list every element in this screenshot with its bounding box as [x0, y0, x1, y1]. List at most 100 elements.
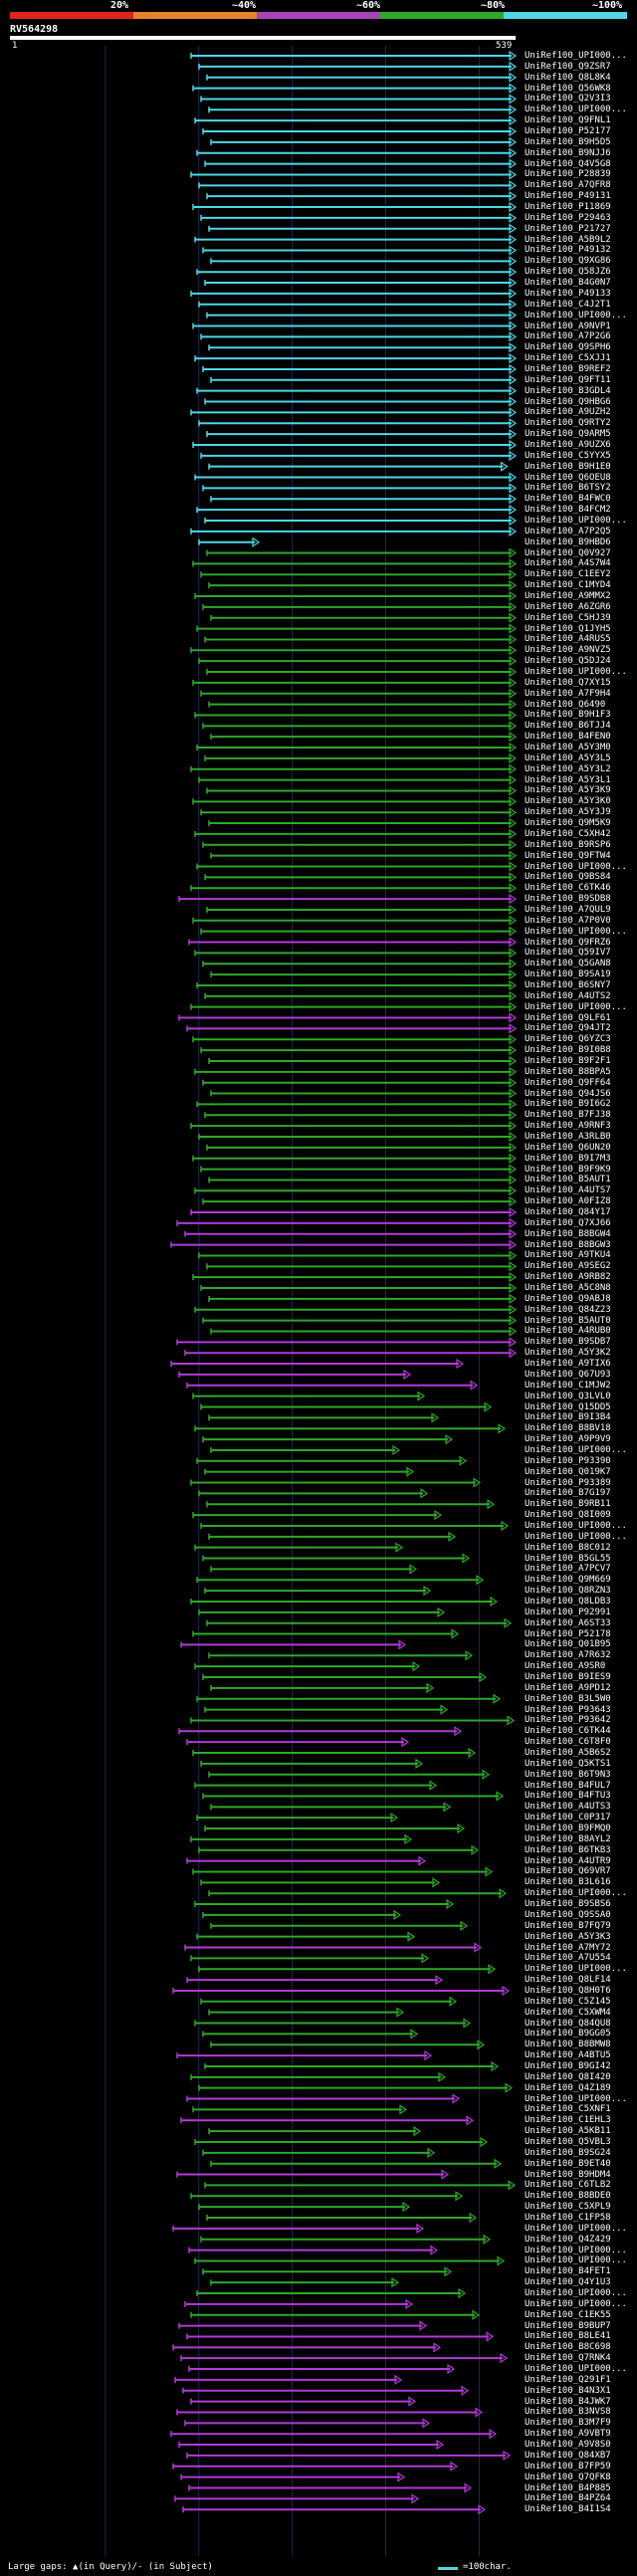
- hit-label[interactable]: UniRef100_A4UTR9: [525, 1855, 611, 1866]
- hit-label[interactable]: UniRef100_A5Y3M0: [525, 743, 611, 753]
- hit-label[interactable]: UniRef100_B9H1F3: [525, 710, 611, 721]
- hit-label[interactable]: UniRef100_A7QFR8: [525, 180, 611, 191]
- hit-label[interactable]: UniRef100_A5B9L2: [525, 234, 611, 245]
- hit-label[interactable]: UniRef100_Q7XY15: [525, 677, 611, 688]
- hit-label[interactable]: UniRef100_Q9M669: [525, 1575, 611, 1586]
- hit-label[interactable]: UniRef100_B9H1E0: [525, 461, 611, 472]
- hit-label[interactable]: UniRef100_UPI000...: [525, 667, 627, 678]
- hit-label[interactable]: UniRef100_A7F9H4: [525, 688, 611, 699]
- hit-label[interactable]: UniRef100_Q7XJ66: [525, 1217, 611, 1228]
- hit-label[interactable]: UniRef100_B6TJJ4: [525, 721, 611, 732]
- hit-label[interactable]: UniRef100_Q59IV7: [525, 948, 611, 959]
- hit-label[interactable]: UniRef100_C1EHL3: [525, 2115, 611, 2126]
- hit-label[interactable]: UniRef100_B3L5W0: [525, 1693, 611, 1704]
- hit-label[interactable]: UniRef100_B9GG05: [525, 2029, 611, 2039]
- hit-label[interactable]: UniRef100_Q84Z23: [525, 1304, 611, 1315]
- hit-label[interactable]: UniRef100_B5GL55: [525, 1553, 611, 1564]
- hit-label[interactable]: UniRef100_B9F9K9: [525, 1164, 611, 1175]
- hit-label[interactable]: UniRef100_UPI000...: [525, 1520, 627, 1531]
- hit-label[interactable]: UniRef100_Q0V927: [525, 547, 611, 558]
- hit-label[interactable]: UniRef100_Q9ARM5: [525, 429, 611, 440]
- hit-label[interactable]: UniRef100_UPI000...: [525, 515, 627, 526]
- hit-label[interactable]: UniRef100_Q2V3I3: [525, 94, 611, 105]
- hit-label[interactable]: UniRef100_A5Y3K0: [525, 796, 611, 807]
- hit-label[interactable]: UniRef100_UPI000...: [525, 51, 627, 61]
- hit-label[interactable]: UniRef100_B7FJ38: [525, 1110, 611, 1121]
- hit-label[interactable]: UniRef100_A7P0V0: [525, 915, 611, 926]
- hit-label[interactable]: UniRef100_Q01B95: [525, 1639, 611, 1650]
- hit-label[interactable]: UniRef100_Q8RZN3: [525, 1586, 611, 1597]
- hit-label[interactable]: UniRef100_A9V8S0: [525, 2440, 611, 2451]
- hit-label[interactable]: UniRef100_B8BGW4: [525, 1228, 611, 1239]
- hit-label[interactable]: UniRef100_B6TSY2: [525, 483, 611, 494]
- hit-label[interactable]: UniRef100_B4JWK7: [525, 2396, 611, 2407]
- hit-label[interactable]: UniRef100_B3GDL4: [525, 385, 611, 396]
- hit-label[interactable]: UniRef100_A6ST33: [525, 1617, 611, 1628]
- hit-label[interactable]: UniRef100_A4UTS7: [525, 1185, 611, 1196]
- hit-label[interactable]: UniRef100_A4UTS2: [525, 990, 611, 1001]
- hit-label[interactable]: UniRef100_P52177: [525, 126, 611, 137]
- hit-label[interactable]: UniRef100_Q6490: [525, 699, 606, 710]
- hit-label[interactable]: UniRef100_Q8H0T6: [525, 1985, 611, 1996]
- hit-label[interactable]: UniRef100_A5Y3L1: [525, 774, 611, 785]
- hit-label[interactable]: UniRef100_Q9FRZ6: [525, 937, 611, 948]
- hit-label[interactable]: UniRef100_UPI000...: [525, 926, 627, 937]
- hit-label[interactable]: UniRef100_Q8I420: [525, 2071, 611, 2082]
- hit-label[interactable]: UniRef100_Q9ZSR7: [525, 61, 611, 72]
- hit-label[interactable]: UniRef100_Q7QFK8: [525, 2471, 611, 2482]
- hit-label[interactable]: UniRef100_B4G0N7: [525, 278, 611, 289]
- hit-label[interactable]: UniRef100_Q6YZC3: [525, 1034, 611, 1045]
- hit-label[interactable]: UniRef100_A7P2G6: [525, 331, 611, 342]
- hit-label[interactable]: UniRef100_B3NVS8: [525, 2407, 611, 2418]
- hit-label[interactable]: UniRef100_B9BUP7: [525, 2320, 611, 2331]
- hit-label[interactable]: UniRef100_Q9ABJ8: [525, 1293, 611, 1304]
- hit-label[interactable]: UniRef100_Q84XB7: [525, 2450, 611, 2461]
- hit-label[interactable]: UniRef100_A7P2Q5: [525, 526, 611, 537]
- hit-label[interactable]: UniRef100_P49132: [525, 245, 611, 256]
- hit-label[interactable]: UniRef100_Q67U93: [525, 1369, 611, 1380]
- hit-label[interactable]: UniRef100_Q6UN20: [525, 1142, 611, 1153]
- hit-label[interactable]: UniRef100_A9P9V9: [525, 1434, 611, 1445]
- hit-label[interactable]: UniRef100_Q84QU8: [525, 2018, 611, 2029]
- hit-label[interactable]: UniRef100_A0FIZ8: [525, 1196, 611, 1207]
- hit-label[interactable]: UniRef100_B4FEN0: [525, 732, 611, 743]
- hit-label[interactable]: UniRef100_Q9BS84: [525, 872, 611, 883]
- hit-label[interactable]: UniRef100_Q58JZ6: [525, 267, 611, 278]
- hit-label[interactable]: UniRef100_Q84Y17: [525, 1207, 611, 1218]
- hit-label[interactable]: UniRef100_B8BDE0: [525, 2191, 611, 2202]
- hit-label[interactable]: UniRef100_P92991: [525, 1607, 611, 1617]
- hit-label[interactable]: UniRef100_Q94JT2: [525, 1023, 611, 1034]
- hit-label[interactable]: UniRef100_UPI000...: [525, 1531, 627, 1542]
- hit-label[interactable]: UniRef100_A4RUS5: [525, 634, 611, 645]
- hit-label[interactable]: UniRef100_UPI000...: [525, 2288, 627, 2299]
- hit-label[interactable]: UniRef100_Q4Z429: [525, 2234, 611, 2245]
- hit-label[interactable]: UniRef100_B3L616: [525, 1877, 611, 1888]
- hit-label[interactable]: UniRef100_B8AYL2: [525, 1833, 611, 1844]
- hit-label[interactable]: UniRef100_B6SNY7: [525, 979, 611, 990]
- hit-label[interactable]: UniRef100_B5AUT0: [525, 1315, 611, 1326]
- hit-label[interactable]: UniRef100_C5XWM4: [525, 2007, 611, 2018]
- hit-label[interactable]: UniRef100_C1EK55: [525, 2309, 611, 2320]
- hit-label[interactable]: UniRef100_A4BTU5: [525, 2050, 611, 2061]
- hit-label[interactable]: UniRef100_A9VBT9: [525, 2429, 611, 2440]
- hit-label[interactable]: UniRef100_A9NVZ5: [525, 645, 611, 656]
- hit-label[interactable]: UniRef100_Q5VBL3: [525, 2136, 611, 2147]
- hit-label[interactable]: UniRef100_Q56WK8: [525, 83, 611, 94]
- hit-label[interactable]: UniRef100_UPI000...: [525, 2298, 627, 2309]
- hit-label[interactable]: UniRef100_C5YYX5: [525, 450, 611, 461]
- hit-label[interactable]: UniRef100_P29463: [525, 212, 611, 223]
- hit-label[interactable]: UniRef100_B9HDM4: [525, 2169, 611, 2180]
- hit-label[interactable]: UniRef100_Q8LDB3: [525, 1596, 611, 1607]
- hit-label[interactable]: UniRef100_UPI000...: [525, 1888, 627, 1899]
- hit-label[interactable]: UniRef100_C5Z145: [525, 1996, 611, 2007]
- hit-label[interactable]: UniRef100_Q9SPH6: [525, 342, 611, 353]
- hit-label[interactable]: UniRef100_B9SA19: [525, 969, 611, 980]
- hit-label[interactable]: UniRef100_Q69VR7: [525, 1866, 611, 1877]
- hit-label[interactable]: UniRef100_Q9FNL1: [525, 115, 611, 126]
- hit-label[interactable]: UniRef100_A9PD12: [525, 1682, 611, 1693]
- hit-label[interactable]: UniRef100_B9SDB8: [525, 894, 611, 905]
- hit-label[interactable]: UniRef100_B4N3X1: [525, 2385, 611, 2396]
- hit-label[interactable]: UniRef100_A6ZGR6: [525, 601, 611, 612]
- hit-label[interactable]: UniRef100_A5Y3K9: [525, 785, 611, 796]
- hit-label[interactable]: UniRef100_UPI000...: [525, 1444, 627, 1455]
